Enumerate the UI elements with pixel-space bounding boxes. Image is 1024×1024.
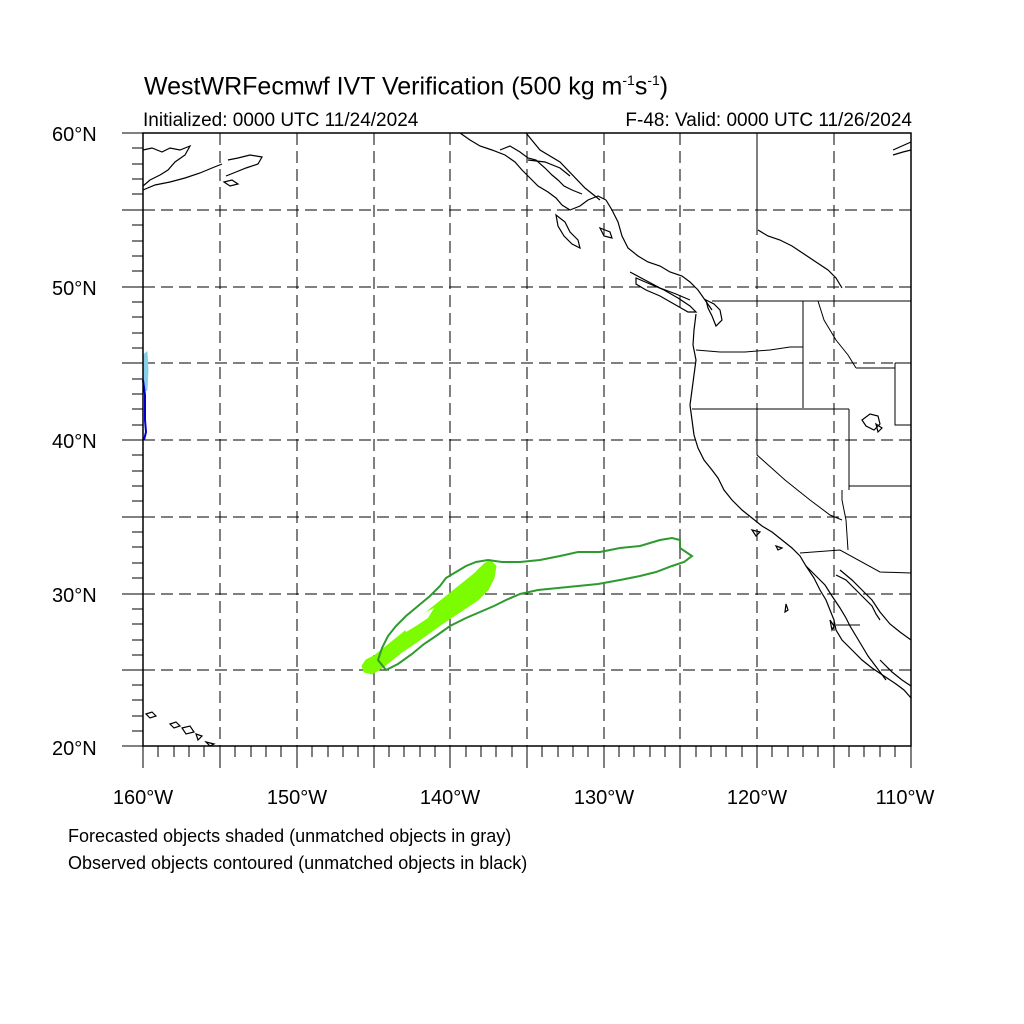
lon-label-150w: 150°W (267, 787, 327, 809)
valid-time-label: F-48: Valid: 0000 UTC 11/26/2024 (625, 110, 912, 131)
lon-label-120w: 120°W (727, 787, 787, 809)
graticule (143, 133, 911, 746)
forecast-ivt-object (361, 559, 497, 675)
lon-label-110w: 110°W (876, 787, 935, 809)
map-frame (142, 132, 912, 747)
map-title: WestWRFecmwf IVT Verification (500 kg m-… (144, 72, 669, 101)
forecast-note: Forecasted objects shaded (unmatched obj… (68, 826, 512, 846)
lon-label-140w: 140°W (420, 787, 480, 809)
init-time-label: Initialized: 0000 UTC 11/24/2024 (143, 110, 419, 131)
lon-ticks (142, 746, 912, 768)
lat-label-30: 30°N (52, 585, 97, 607)
observed-ivt-contour (376, 536, 694, 672)
forecast-ivt-hole (404, 608, 434, 632)
lon-label-160w: 160°W (113, 787, 173, 809)
lon-label-130w: 130°W (574, 787, 634, 809)
lat-label-60: 60°N (52, 124, 97, 146)
coastlines (142, 132, 912, 747)
edge-observed-contour (142, 379, 148, 441)
observed-note: Observed objects contoured (unmatched ob… (68, 853, 528, 873)
lat-ticks (122, 132, 143, 747)
lat-label-50: 50°N (52, 278, 97, 300)
lat-label-20: 20°N (52, 738, 97, 760)
borders (692, 133, 912, 626)
lat-label-40: 40°N (52, 431, 97, 453)
